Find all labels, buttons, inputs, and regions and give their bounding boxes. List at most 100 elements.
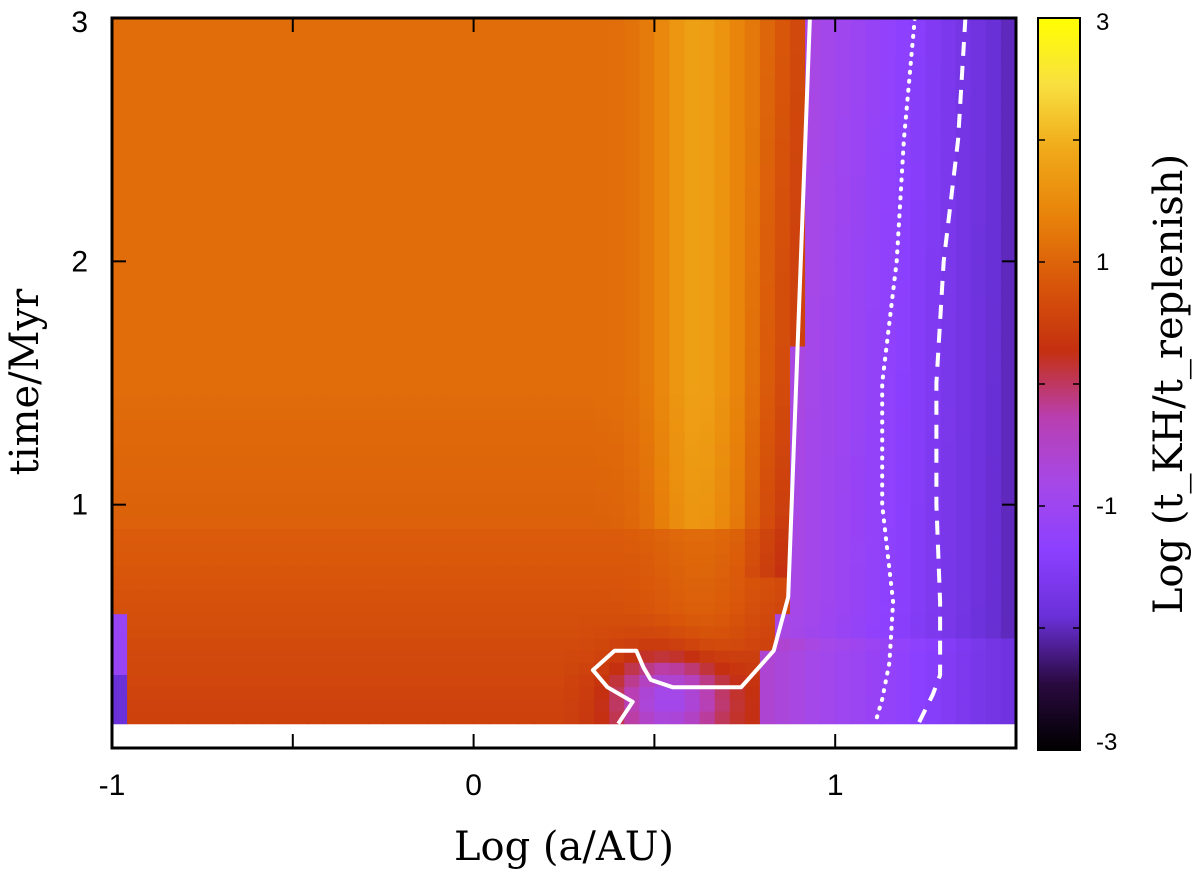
heatmap-cell xyxy=(172,480,188,494)
heatmap-cell xyxy=(790,711,806,725)
heatmap-cell xyxy=(458,151,475,165)
heatmap-cell xyxy=(473,297,490,311)
heatmap-cell xyxy=(142,480,158,494)
heatmap-cell xyxy=(307,602,324,615)
heatmap-cell xyxy=(594,468,610,481)
heatmap-cell xyxy=(654,504,671,518)
heatmap-cell xyxy=(488,675,505,688)
heatmap-cell xyxy=(850,638,866,652)
heatmap-cell xyxy=(699,370,716,384)
heatmap-cell xyxy=(925,297,942,311)
heatmap-cell xyxy=(910,54,927,68)
heatmap-cell xyxy=(579,516,595,530)
heatmap-cell xyxy=(202,224,219,238)
heatmap-cell xyxy=(232,553,249,567)
heatmap-cell xyxy=(247,589,264,603)
heatmap-cell xyxy=(127,151,143,165)
heatmap-cell xyxy=(217,370,234,384)
heatmap-cell xyxy=(669,30,686,43)
heatmap-cell xyxy=(970,127,987,141)
heatmap-cell xyxy=(187,407,203,421)
heatmap-cell xyxy=(820,127,836,141)
heatmap-cell xyxy=(503,42,520,56)
heatmap-cell xyxy=(338,553,354,567)
heatmap-cell xyxy=(458,66,475,80)
heatmap-cell xyxy=(759,504,776,518)
heatmap-cell xyxy=(488,407,505,421)
heatmap-cell xyxy=(533,273,550,287)
heatmap-cell xyxy=(488,285,505,299)
heatmap-cell xyxy=(759,638,776,652)
heatmap-cell xyxy=(820,650,836,664)
heatmap-cell xyxy=(473,589,490,603)
heatmap-cell xyxy=(820,115,836,129)
heatmap-cell xyxy=(368,30,384,43)
heatmap-cell xyxy=(759,346,776,360)
heatmap-cell xyxy=(925,151,942,165)
heatmap-cell xyxy=(684,383,701,396)
heatmap-cell xyxy=(759,322,776,335)
heatmap-cell xyxy=(458,431,475,445)
heatmap-cell xyxy=(729,18,746,31)
heatmap-cell xyxy=(744,188,761,202)
heatmap-cell xyxy=(624,127,640,141)
heatmap-cell xyxy=(624,419,640,433)
heatmap-cell xyxy=(729,310,746,323)
heatmap-cell xyxy=(624,334,640,348)
heatmap-cell xyxy=(594,212,610,226)
heatmap-cell xyxy=(654,297,671,311)
heatmap-cell xyxy=(865,78,881,92)
heatmap-cell xyxy=(579,443,595,457)
heatmap-cell xyxy=(940,589,957,603)
heatmap-cell xyxy=(820,18,836,31)
heatmap-cell xyxy=(322,310,339,323)
heatmap-cell xyxy=(714,358,731,372)
heatmap-cell xyxy=(307,419,324,433)
heatmap-cell xyxy=(820,176,836,189)
heatmap-cell xyxy=(609,91,625,104)
heatmap-cell xyxy=(488,322,505,335)
heatmap-cell xyxy=(594,273,610,287)
heatmap-cell xyxy=(232,529,249,542)
heatmap-cell xyxy=(458,285,475,299)
heatmap-cell xyxy=(247,297,264,311)
heatmap-cell xyxy=(277,529,294,542)
heatmap-cell xyxy=(172,443,188,457)
heatmap-cell xyxy=(473,273,490,287)
heatmap-cell xyxy=(322,322,339,335)
heatmap-cell xyxy=(594,699,610,713)
heatmap-cell xyxy=(353,200,369,214)
heatmap-cell xyxy=(820,711,836,725)
heatmap-cell xyxy=(142,370,158,384)
heatmap-cell xyxy=(157,480,173,494)
heatmap-cell xyxy=(473,237,490,250)
heatmap-cell xyxy=(669,103,686,116)
heatmap-cell xyxy=(217,30,234,43)
heatmap-cell xyxy=(940,127,957,141)
heatmap-cell xyxy=(744,261,761,275)
heatmap-cell xyxy=(654,638,671,652)
heatmap-cell xyxy=(774,78,791,92)
heatmap-cell xyxy=(413,638,429,652)
heatmap-cell xyxy=(564,322,580,335)
heatmap-cell xyxy=(714,468,731,481)
heatmap-cell xyxy=(142,504,158,518)
heatmap-cell xyxy=(443,431,460,445)
heatmap-cell xyxy=(835,322,851,335)
heatmap-cell xyxy=(292,650,309,664)
heatmap-cell xyxy=(398,553,414,567)
heatmap-cell xyxy=(835,42,851,56)
heatmap-cell xyxy=(413,395,429,408)
heatmap-cell xyxy=(353,54,369,68)
heatmap-cell xyxy=(443,638,460,652)
heatmap-cell xyxy=(774,200,791,214)
heatmap-cell xyxy=(172,699,188,713)
heatmap-cell xyxy=(548,383,565,396)
heatmap-cell xyxy=(940,407,957,421)
heatmap-cell xyxy=(172,711,188,725)
heatmap-cell xyxy=(729,273,746,287)
heatmap-cell xyxy=(759,273,776,287)
heatmap-cell xyxy=(157,261,173,275)
heatmap-cell xyxy=(157,188,173,202)
heatmap-cell xyxy=(940,285,957,299)
